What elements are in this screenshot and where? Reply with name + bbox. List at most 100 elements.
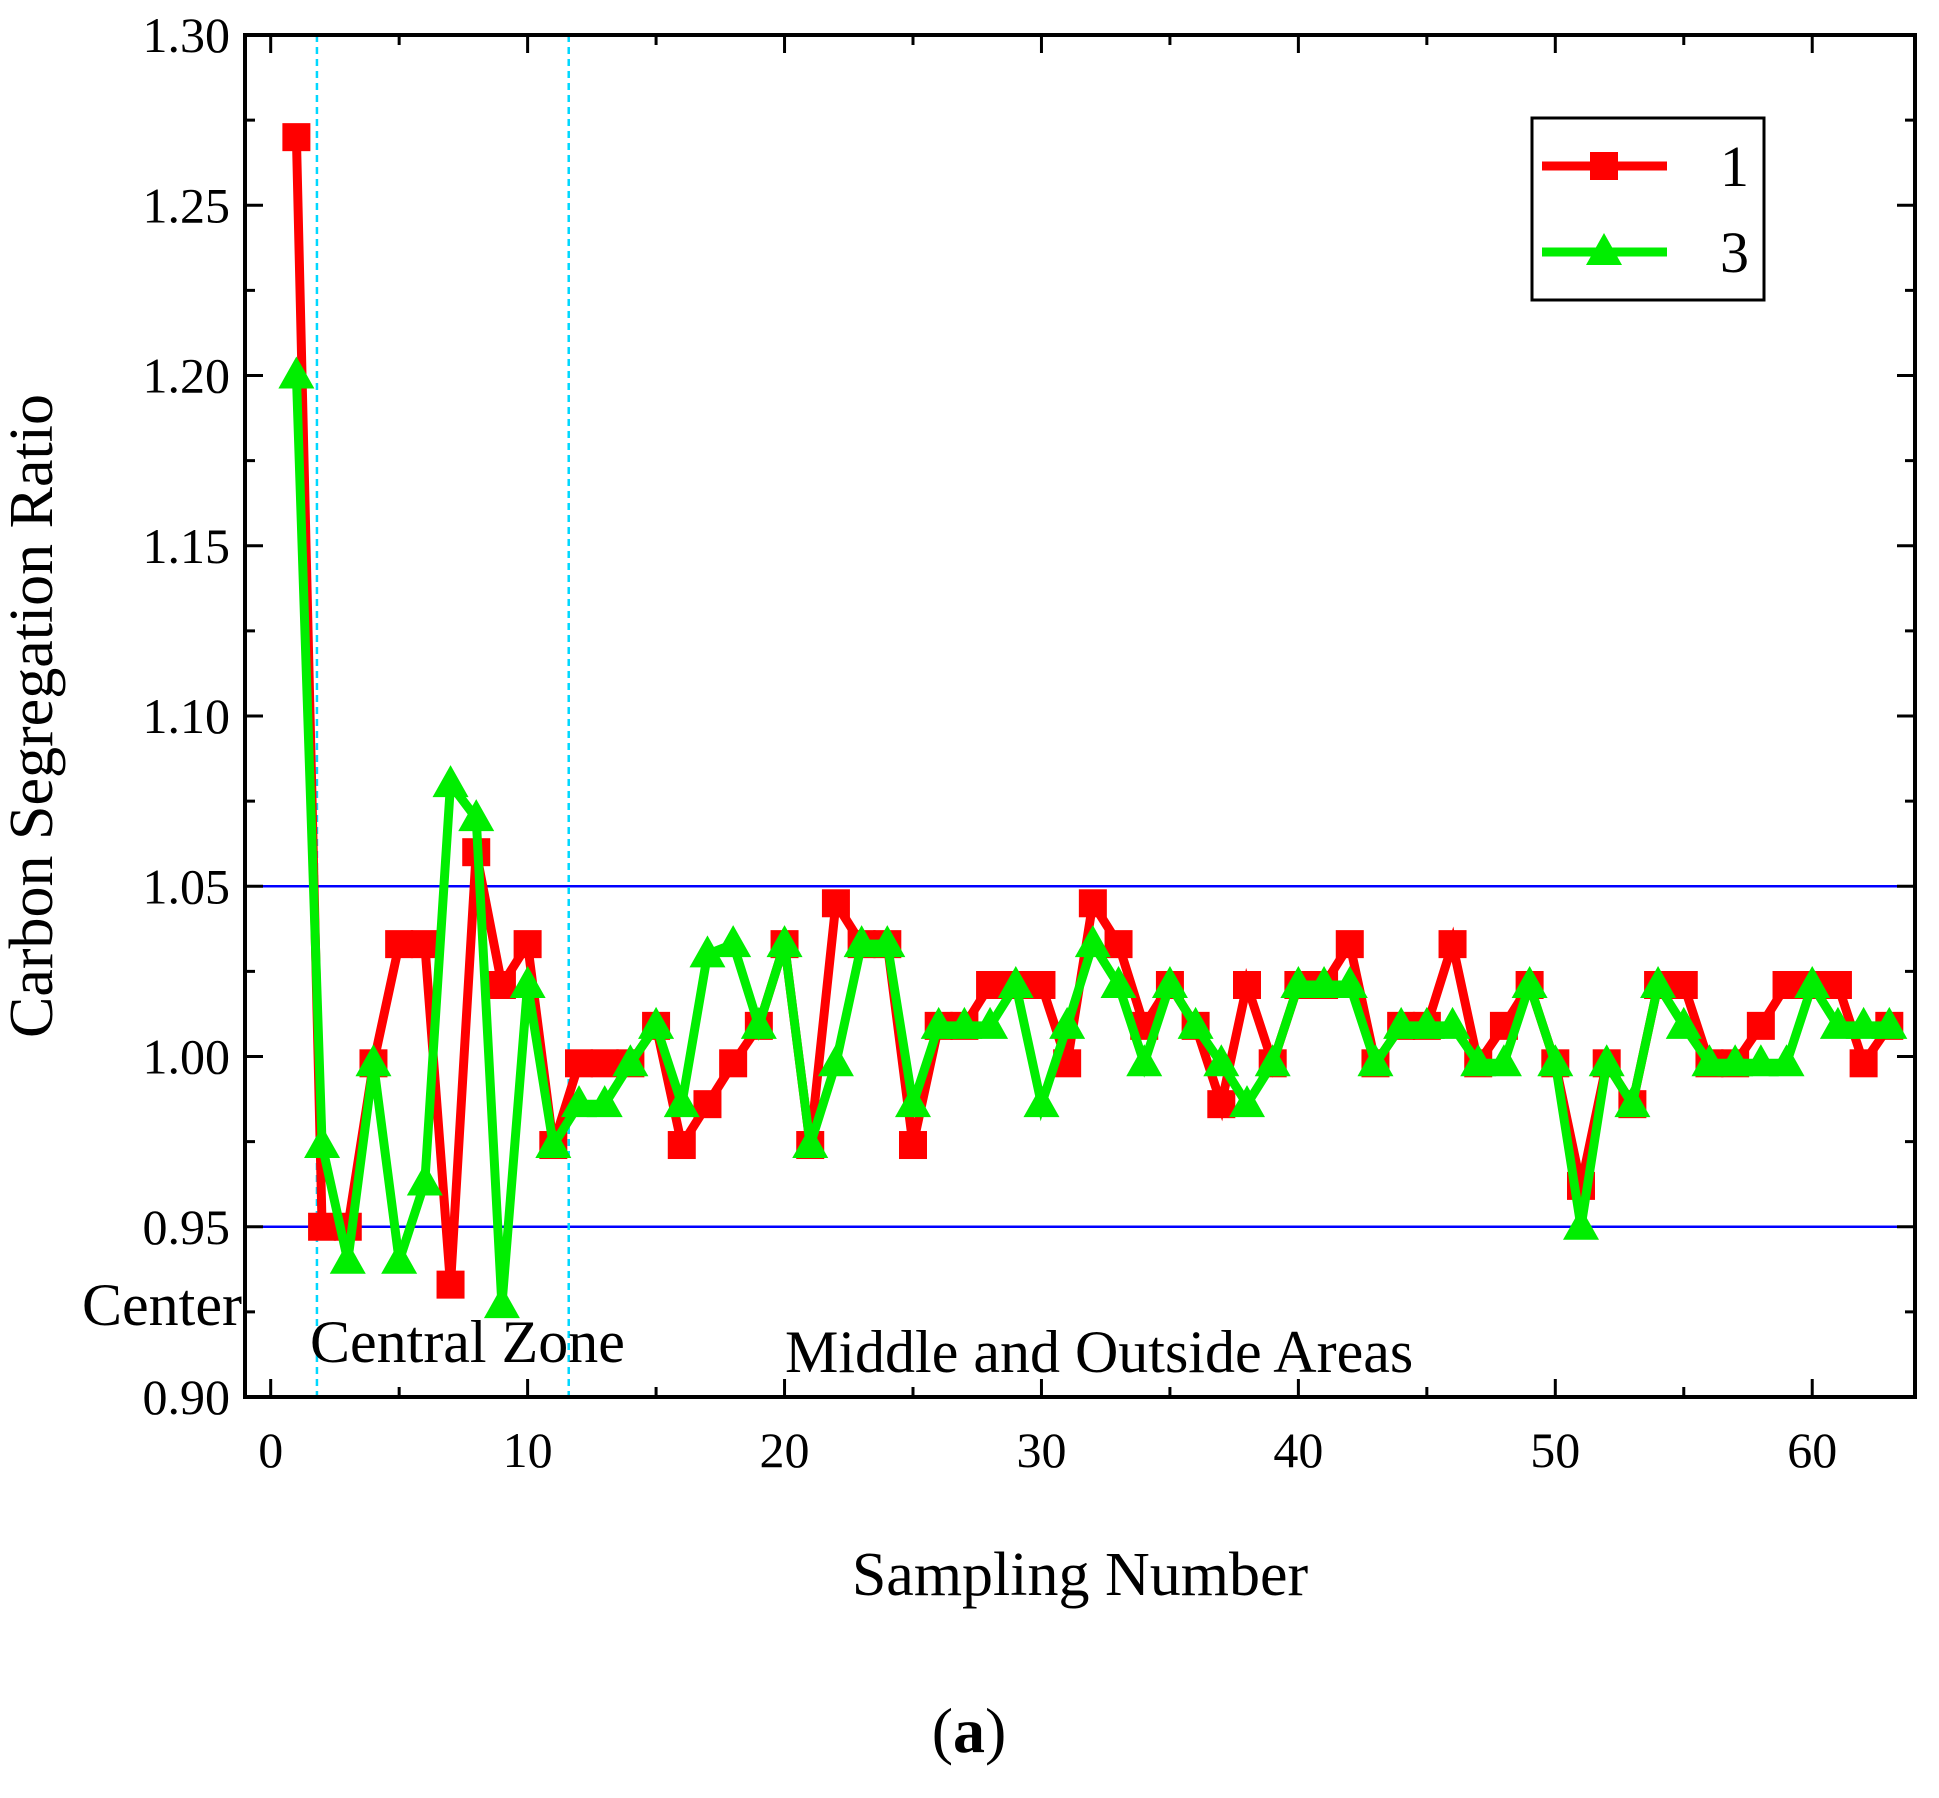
- y-tick-label: 0.95: [143, 1199, 231, 1255]
- data-point-series-1: [976, 970, 1005, 999]
- data-point-series-3: [843, 925, 880, 958]
- x-tick-label: 0: [258, 1422, 283, 1478]
- figure-caption: (a): [932, 1695, 1007, 1766]
- data-point-series-3: [509, 965, 546, 998]
- data-point-series-1: [1438, 930, 1467, 959]
- data-point-series-3: [1126, 1044, 1163, 1077]
- legend-marker-3: [1586, 233, 1622, 265]
- data-point-series-3: [920, 1006, 957, 1039]
- y-tick-label: 1.30: [143, 7, 231, 63]
- data-point-series-3: [663, 1085, 700, 1118]
- data-point-series-3: [997, 965, 1034, 998]
- data-point-series-3: [1229, 1085, 1265, 1118]
- data-point-series-3: [535, 1126, 572, 1159]
- series-line-1: [291, 137, 1894, 1285]
- data-point-series-3: [1383, 1006, 1420, 1039]
- x-tick-label: 10: [503, 1422, 553, 1478]
- data-point-series-3: [1074, 925, 1111, 958]
- data-point-series-3: [1537, 1044, 1574, 1077]
- data-point-series-3: [432, 765, 469, 798]
- data-point-series-3: [1460, 1044, 1497, 1077]
- data-point-series-1: [693, 1090, 722, 1119]
- annotation-middle-outside-areas: Middle and Outside Areas: [785, 1319, 1413, 1385]
- data-point-series-1: [590, 1049, 619, 1078]
- data-point-series-3: [766, 925, 803, 958]
- legend-box: [1530, 116, 1766, 302]
- data-point-series-3: [1819, 1006, 1856, 1039]
- series-layer: [278, 123, 1908, 1319]
- data-point-series-3: [1691, 1044, 1728, 1077]
- data-point-series-1: [899, 1131, 927, 1160]
- legend-entry-1: 1: [1542, 134, 1749, 199]
- data-point-series-1: [1078, 889, 1107, 918]
- legend-label-1: 1: [1720, 134, 1749, 199]
- data-point-series-1: [821, 889, 850, 918]
- data-point-series-3: [740, 1006, 777, 1039]
- y-tick-label: 1.00: [143, 1029, 231, 1085]
- data-point-series-3: [1665, 1006, 1702, 1039]
- x-axis-title: Sampling Number: [852, 1541, 1309, 1609]
- y-tick-label: 0.90: [143, 1369, 231, 1425]
- data-point-series-3: [612, 1044, 649, 1077]
- data-point-series-3: [869, 925, 906, 958]
- data-point-series-1: [565, 1049, 593, 1078]
- data-point-series-3: [586, 1085, 623, 1118]
- caption-letter: a: [953, 1695, 985, 1766]
- y-axis-title: Carbon Segregation Ratio: [0, 394, 66, 1038]
- data-point-series-1: [1233, 970, 1261, 999]
- data-point-series-1: [1746, 1011, 1775, 1040]
- data-point-series-3: [1794, 965, 1831, 998]
- data-point-series-3: [1640, 965, 1677, 998]
- y-tick-label: 1.25: [143, 177, 231, 233]
- data-point-series-1: [513, 930, 542, 959]
- data-point-series-3: [946, 1006, 983, 1039]
- data-point-series-3: [689, 935, 726, 968]
- data-point-series-3: [1357, 1044, 1394, 1077]
- data-point-series-3: [1306, 965, 1343, 998]
- data-point-series-3: [1845, 1006, 1882, 1039]
- data-point-series-3: [638, 1006, 675, 1039]
- data-point-series-1: [487, 970, 516, 999]
- data-point-series-3: [1100, 965, 1137, 998]
- x-tick-label: 40: [1273, 1422, 1323, 1478]
- legend-label-3: 3: [1720, 220, 1749, 285]
- data-point-series-3: [1280, 965, 1317, 998]
- data-point-series-3: [895, 1085, 931, 1118]
- y-tick-label: 1.10: [143, 688, 231, 744]
- legend: 13: [1530, 116, 1766, 302]
- data-point-series-1: [1335, 930, 1364, 959]
- data-point-series-3: [406, 1163, 443, 1196]
- data-point-series-3: [1331, 965, 1368, 998]
- legend-entry-3: 3: [1542, 220, 1749, 285]
- data-point-series-3: [792, 1126, 829, 1159]
- data-point-series-3: [1023, 1085, 1060, 1118]
- data-point-series-3: [304, 1126, 341, 1159]
- data-point-series-3: [1177, 1006, 1214, 1039]
- data-point-series-1: [1027, 970, 1056, 999]
- legend-marker-1: [1590, 152, 1618, 180]
- data-point-series-3: [1871, 1006, 1908, 1039]
- annotation-central-zone: Central Zone: [310, 1309, 625, 1375]
- data-point-series-3: [561, 1085, 597, 1118]
- data-point-series-1: [1207, 1090, 1236, 1119]
- series-3: [278, 356, 1908, 1319]
- data-point-series-3: [1049, 1006, 1086, 1039]
- data-point-series-1: [385, 930, 414, 959]
- axis-ticks: 0 10 20 30 40 50 60 0.90 0.95 1.00 1.05 1.10 1.15 1.2…: [143, 7, 1915, 1478]
- data-point-series-3: [1614, 1085, 1651, 1118]
- data-point-series-3: [1203, 1044, 1240, 1077]
- data-point-series-3: [1768, 1044, 1805, 1077]
- data-point-series-1: [1823, 970, 1852, 999]
- data-point-series-1: [282, 123, 311, 152]
- annotation-center: Center: [82, 1272, 242, 1338]
- data-point-series-1: [1669, 970, 1698, 999]
- data-point-series-3: [1511, 965, 1548, 998]
- y-tick-label: 1.05: [143, 858, 231, 914]
- data-point-series-3: [817, 1044, 854, 1077]
- data-point-series-3: [1563, 1207, 1599, 1240]
- data-point-series-3: [355, 1044, 392, 1077]
- data-point-series-3: [381, 1241, 418, 1274]
- data-point-series-3: [483, 1286, 520, 1319]
